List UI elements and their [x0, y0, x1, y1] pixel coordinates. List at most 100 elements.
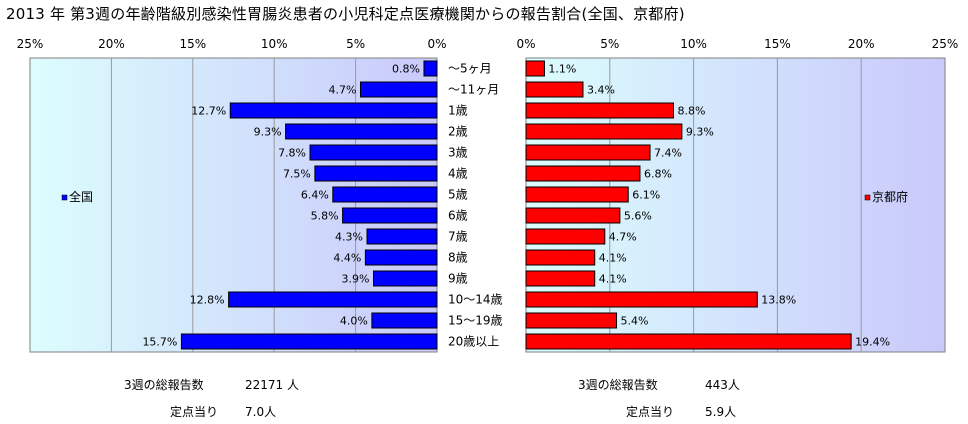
national-bar — [373, 270, 438, 287]
kyoto-bar — [525, 291, 758, 308]
category-label: 15～19歳 — [448, 314, 503, 328]
category-labels: ～5ヶ月 ～11ヶ月 1歳 2歳 3歳 4歳 5歳 6歳 7歳 8歳 9歳 10～14歳 15～19歳 2… — [448, 62, 503, 349]
national-data-label: 9.3% — [254, 126, 282, 139]
kyoto-bar — [525, 144, 651, 161]
kyoto-x-tick-label: 20% — [848, 37, 875, 51]
national-data-label: 4.4% — [333, 252, 361, 265]
national-legend-label: 全国 — [69, 189, 93, 204]
national-data-label: 5.8% — [311, 210, 339, 223]
national-x-tick-label: 10% — [261, 37, 288, 51]
national-data-label: 0.8% — [392, 63, 420, 76]
category-label: 5歳 — [448, 188, 468, 202]
national-bar — [342, 207, 438, 224]
kyoto-data-label: 4.7% — [609, 231, 637, 244]
kyoto-bar — [525, 312, 618, 329]
kyoto-bar — [525, 60, 545, 77]
national-data-label: 15.7% — [142, 336, 177, 349]
national-data-label: 12.8% — [190, 294, 225, 307]
left-per-value: 7.0人 — [245, 405, 277, 419]
national-bar — [332, 186, 438, 203]
kyoto-legend-label: 京都府 — [872, 189, 908, 204]
national-bar — [285, 123, 438, 140]
category-label: 6歳 — [448, 209, 468, 223]
kyoto-data-label: 1.1% — [548, 63, 576, 76]
kyoto-legend-swatch — [864, 194, 871, 201]
national-bar — [180, 333, 438, 350]
national-data-label: 7.5% — [283, 168, 311, 181]
national-x-tick-label: 0% — [427, 37, 446, 51]
national-bar — [359, 81, 438, 98]
national-plot-background — [29, 57, 438, 353]
kyoto-data-label: 6.1% — [632, 189, 660, 202]
kyoto-bar — [525, 123, 683, 140]
left-total-value: 22171 人 — [245, 378, 299, 392]
kyoto-data-label: 9.3% — [686, 126, 714, 139]
kyoto-data-label: 5.4% — [621, 315, 649, 328]
category-label: 2歳 — [448, 125, 468, 139]
right-per-value: 5.9人 — [705, 405, 737, 419]
category-label: 7歳 — [448, 230, 468, 244]
kyoto-bar — [525, 228, 606, 245]
national-data-label: 6.4% — [301, 189, 329, 202]
national-legend: 全国 — [61, 189, 93, 204]
right-total-value: 443人 — [705, 378, 740, 392]
kyoto-data-label: 19.4% — [855, 336, 890, 349]
kyoto-data-label: 8.8% — [677, 105, 705, 118]
category-label: ～5ヶ月 — [448, 62, 492, 76]
kyoto-data-label: 13.8% — [761, 294, 796, 307]
right-panel: 0% 5% 10% 15% 20% 25% 1.1% 3.4% 8.8% 9.3% 7.4% 6.8%… — [516, 37, 959, 353]
national-data-label: 7.8% — [278, 147, 306, 160]
kyoto-bar — [525, 102, 674, 119]
national-bar — [366, 228, 438, 245]
national-data-label: 4.3% — [335, 231, 363, 244]
national-bar — [229, 102, 438, 119]
category-label: 3歳 — [448, 146, 468, 160]
national-data-label: 4.0% — [340, 315, 368, 328]
kyoto-bar — [525, 249, 596, 266]
category-label: 10～14歳 — [448, 293, 503, 307]
kyoto-data-label: 3.4% — [587, 84, 615, 97]
kyoto-bar — [525, 165, 641, 182]
kyoto-data-label: 6.8% — [644, 168, 672, 181]
kyoto-x-tick-label: 5% — [600, 37, 619, 51]
national-bar — [371, 312, 438, 329]
right-per-label: 定点当り — [626, 405, 675, 419]
kyoto-data-label: 7.4% — [654, 147, 682, 160]
national-bar — [309, 144, 438, 161]
kyoto-bar — [525, 186, 629, 203]
category-label: 9歳 — [448, 272, 468, 286]
national-data-label: 4.7% — [329, 84, 357, 97]
category-label: 20歳以上 — [448, 335, 499, 349]
national-data-label: 12.7% — [191, 105, 226, 118]
kyoto-data-label: 5.6% — [624, 210, 652, 223]
national-bar — [228, 291, 438, 308]
kyoto-bar — [525, 270, 596, 287]
kyoto-x-tick-label: 15% — [764, 37, 791, 51]
kyoto-bar — [525, 207, 621, 224]
national-x-tick-label: 20% — [98, 37, 125, 51]
kyoto-legend: 京都府 — [864, 189, 908, 204]
left-panel: 0% 5% 10% 15% 20% 25% 0.8% 4.7% 12.7% 9.3% 7.8% 7.5… — [17, 37, 447, 353]
kyoto-bar — [525, 81, 584, 98]
kyoto-data-label: 4.1% — [599, 273, 627, 286]
national-x-tick-label: 15% — [179, 37, 206, 51]
national-bar — [314, 165, 438, 182]
kyoto-x-tick-label: 0% — [516, 37, 535, 51]
kyoto-x-tick-label: 25% — [932, 37, 959, 51]
kyoto-x-tick-label: 10% — [680, 37, 707, 51]
national-legend-swatch — [61, 194, 68, 201]
category-label: ～11ヶ月 — [448, 83, 499, 97]
national-x-tick-label: 25% — [17, 37, 44, 51]
national-bar — [364, 249, 438, 266]
national-x-tick-label: 5% — [346, 37, 365, 51]
national-data-label: 3.9% — [342, 273, 370, 286]
right-total-label: 3週の総報告数 — [578, 378, 658, 392]
kyoto-plot-background — [525, 57, 946, 353]
left-per-label: 定点当り — [170, 405, 219, 419]
category-label: 1歳 — [448, 104, 468, 118]
category-label: 4歳 — [448, 167, 468, 181]
kyoto-bar — [525, 333, 852, 350]
national-bar — [423, 60, 438, 77]
left-total-label: 3週の総報告数 — [124, 378, 204, 392]
